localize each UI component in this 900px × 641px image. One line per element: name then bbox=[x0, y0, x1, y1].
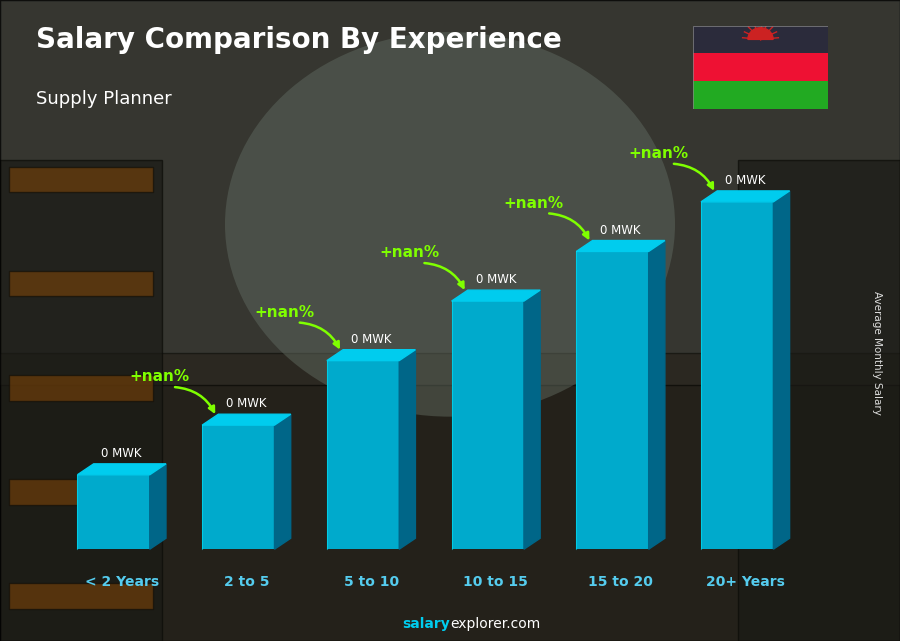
FancyArrowPatch shape bbox=[175, 387, 214, 412]
Bar bbox=[576, 251, 649, 549]
FancyArrowPatch shape bbox=[425, 263, 464, 288]
Polygon shape bbox=[327, 350, 416, 361]
Text: Average Monthly Salary: Average Monthly Salary bbox=[872, 290, 883, 415]
FancyArrowPatch shape bbox=[549, 213, 589, 238]
Bar bbox=[693, 81, 828, 109]
FancyBboxPatch shape bbox=[0, 385, 900, 641]
FancyBboxPatch shape bbox=[0, 0, 900, 353]
Text: Salary Comparison By Experience: Salary Comparison By Experience bbox=[36, 26, 562, 54]
Text: 0 MWK: 0 MWK bbox=[102, 447, 142, 460]
Ellipse shape bbox=[225, 32, 675, 417]
FancyArrowPatch shape bbox=[300, 322, 338, 347]
Bar bbox=[202, 425, 274, 549]
Text: salary: salary bbox=[402, 617, 450, 631]
Polygon shape bbox=[77, 464, 166, 475]
Polygon shape bbox=[748, 28, 773, 39]
Bar bbox=[77, 475, 149, 549]
FancyBboxPatch shape bbox=[0, 160, 162, 641]
Text: 0 MWK: 0 MWK bbox=[475, 273, 516, 286]
FancyBboxPatch shape bbox=[9, 479, 153, 505]
Polygon shape bbox=[452, 290, 540, 301]
Text: +nan%: +nan% bbox=[130, 369, 190, 385]
Text: 0 MWK: 0 MWK bbox=[226, 397, 266, 410]
Bar bbox=[327, 361, 400, 549]
Polygon shape bbox=[274, 414, 291, 549]
FancyBboxPatch shape bbox=[9, 375, 153, 401]
Text: explorer.com: explorer.com bbox=[450, 617, 540, 631]
Polygon shape bbox=[524, 290, 540, 549]
FancyBboxPatch shape bbox=[9, 271, 153, 296]
FancyBboxPatch shape bbox=[738, 160, 900, 641]
Polygon shape bbox=[149, 464, 166, 549]
FancyBboxPatch shape bbox=[9, 583, 153, 609]
Polygon shape bbox=[202, 414, 291, 425]
Bar bbox=[452, 301, 524, 549]
Text: Supply Planner: Supply Planner bbox=[36, 90, 172, 108]
Bar bbox=[693, 26, 828, 53]
Text: 0 MWK: 0 MWK bbox=[351, 333, 392, 345]
Polygon shape bbox=[773, 191, 789, 549]
Bar bbox=[701, 202, 773, 549]
FancyArrowPatch shape bbox=[674, 164, 713, 188]
FancyBboxPatch shape bbox=[9, 167, 153, 192]
Polygon shape bbox=[649, 240, 665, 549]
Text: +nan%: +nan% bbox=[255, 305, 314, 320]
Text: 0 MWK: 0 MWK bbox=[600, 224, 641, 237]
Text: +nan%: +nan% bbox=[628, 146, 688, 161]
Polygon shape bbox=[400, 350, 416, 549]
Bar bbox=[693, 53, 828, 81]
Polygon shape bbox=[576, 240, 665, 251]
Polygon shape bbox=[701, 191, 789, 202]
Text: +nan%: +nan% bbox=[379, 246, 439, 260]
Text: +nan%: +nan% bbox=[504, 196, 564, 211]
Text: 0 MWK: 0 MWK bbox=[725, 174, 766, 187]
